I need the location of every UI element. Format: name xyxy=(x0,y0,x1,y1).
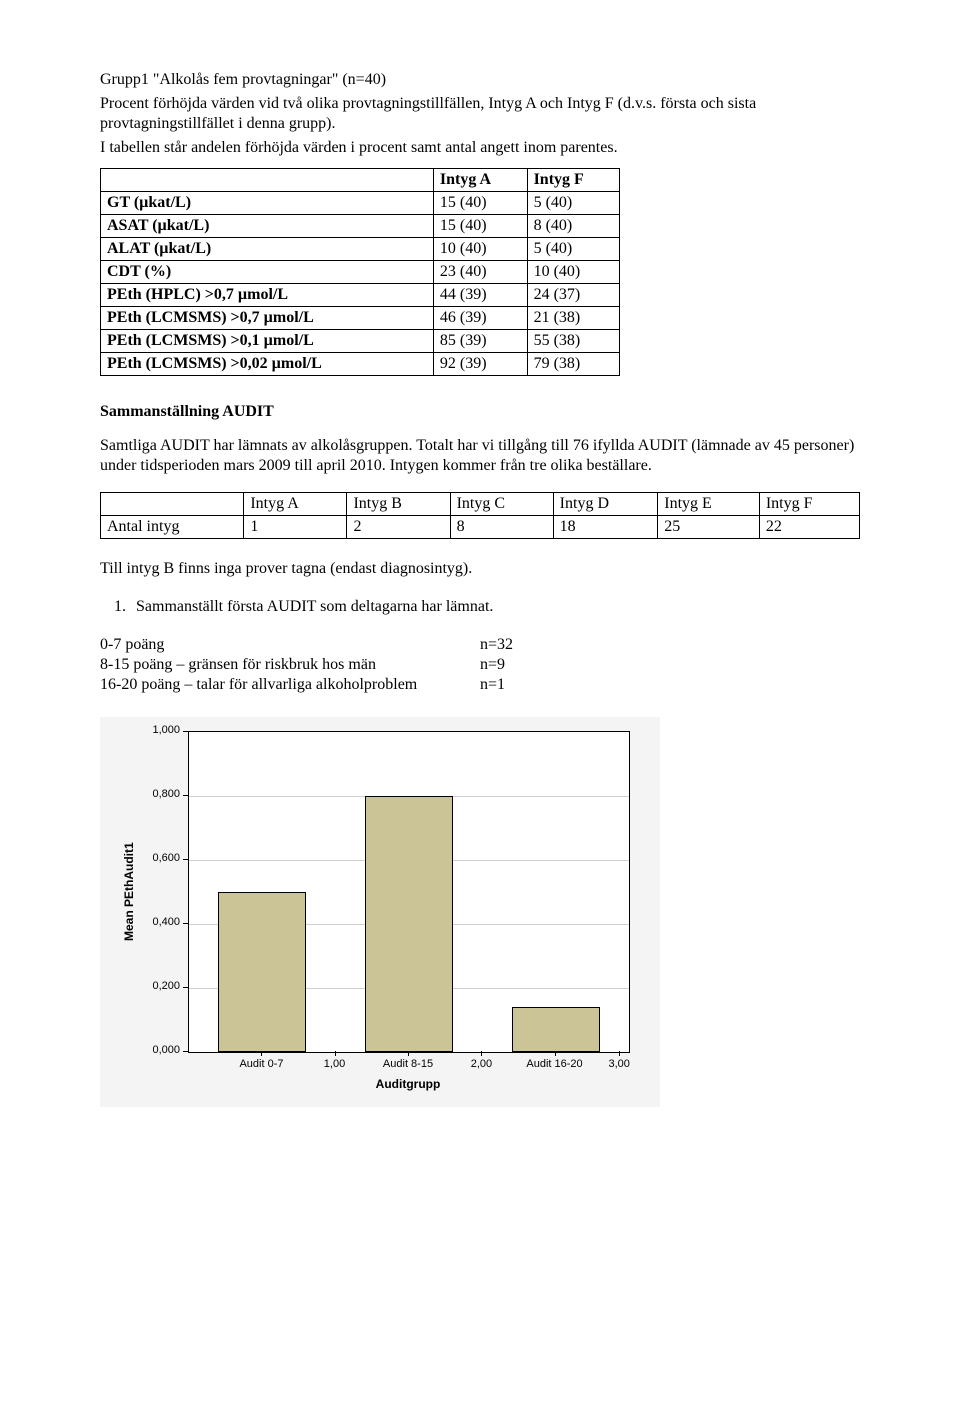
audit-heading: Sammanställning AUDIT xyxy=(100,402,860,422)
x-tick-label: 1,00 xyxy=(324,1058,345,1072)
plot-area xyxy=(188,731,630,1053)
cell: 5 (40) xyxy=(527,238,619,261)
intro-line-2: Procent förhöjda värden vid två olika pr… xyxy=(100,94,860,134)
cell: 22 xyxy=(759,516,859,539)
table-row: CDT (%)23 (40)10 (40) xyxy=(101,261,620,284)
score-count: n=32 xyxy=(480,635,513,655)
col-header: Intyg A xyxy=(244,493,347,516)
cell: 21 (38) xyxy=(527,307,619,330)
row-label: PEth (LCMSMS) >0,7 µmol/L xyxy=(101,307,434,330)
col-header: Intyg D xyxy=(553,493,658,516)
table-row: Intyg A Intyg B Intyg C Intyg D Intyg E … xyxy=(101,493,860,516)
intro-line-3: I tabellen står andelen förhöjda värden … xyxy=(100,138,860,158)
row-label: PEth (LCMSMS) >0,1 µmol/L xyxy=(101,330,434,353)
cell: 46 (39) xyxy=(433,307,527,330)
table-intyg-counts: Intyg A Intyg B Intyg C Intyg D Intyg E … xyxy=(100,492,860,539)
table-row: Intyg A Intyg F xyxy=(101,169,620,192)
bar-chart: 0,000 0,200 0,400 0,600 0,800 1,000 Audit 0-7 1… xyxy=(100,717,660,1107)
cell: 23 (40) xyxy=(433,261,527,284)
cell: 15 (40) xyxy=(433,192,527,215)
col-header-intyg-f: Intyg F xyxy=(527,169,619,192)
table-row: ASAT (µkat/L)15 (40)8 (40) xyxy=(101,215,620,238)
table-row: PEth (HPLC) >0,7 µmol/L44 (39)24 (37) xyxy=(101,284,620,307)
table-row: PEth (LCMSMS) >0,7 µmol/L46 (39)21 (38) xyxy=(101,307,620,330)
cell: 92 (39) xyxy=(433,353,527,376)
numbered-list: Sammanställt första AUDIT som deltagarna… xyxy=(130,597,860,617)
score-count: n=9 xyxy=(480,655,505,675)
table-row: ALAT (µkat/L)10 (40)5 (40) xyxy=(101,238,620,261)
cell: 10 (40) xyxy=(433,238,527,261)
score-row: 16-20 poäng – talar för allvarliga alkoh… xyxy=(100,675,860,695)
cell: 18 xyxy=(553,516,658,539)
cell: 24 (37) xyxy=(527,284,619,307)
cell: 55 (38) xyxy=(527,330,619,353)
cell: 85 (39) xyxy=(433,330,527,353)
row-label: ALAT (µkat/L) xyxy=(101,238,434,261)
row-label: PEth (HPLC) >0,7 µmol/L xyxy=(101,284,434,307)
bar xyxy=(365,796,453,1052)
col-header: Intyg E xyxy=(658,493,760,516)
cell: 79 (38) xyxy=(527,353,619,376)
col-header-intyg-a: Intyg A xyxy=(433,169,527,192)
y-tick-label: 0,400 xyxy=(146,916,180,930)
row-label: CDT (%) xyxy=(101,261,434,284)
cell: 25 xyxy=(658,516,760,539)
table-row: Antal intyg 1 2 8 18 25 22 xyxy=(101,516,860,539)
x-tick-label: 3,00 xyxy=(608,1058,629,1072)
x-axis-title: Auditgrupp xyxy=(188,1077,628,1092)
col-header-empty xyxy=(101,169,434,192)
cell: 5 (40) xyxy=(527,192,619,215)
cell: 15 (40) xyxy=(433,215,527,238)
audit-paragraph: Samtliga AUDIT har lämnats av alkolåsgru… xyxy=(100,436,860,476)
y-tick-label: 1,000 xyxy=(146,724,180,738)
row-label: PEth (LCMSMS) >0,02 µmol/L xyxy=(101,353,434,376)
score-label: 0-7 poäng xyxy=(100,635,480,655)
table-row: PEth (LCMSMS) >0,02 µmol/L92 (39)79 (38) xyxy=(101,353,620,376)
y-axis-title: Mean PEthAudit1 xyxy=(122,842,137,941)
x-tick-label: Audit 8-15 xyxy=(383,1058,433,1072)
cell: 10 (40) xyxy=(527,261,619,284)
cell: 8 xyxy=(450,516,553,539)
row-label: GT (µkat/L) xyxy=(101,192,434,215)
bar xyxy=(512,1007,600,1052)
x-tick-label: 2,00 xyxy=(471,1058,492,1072)
score-row: 0-7 poäng n=32 xyxy=(100,635,860,655)
table-row: GT (µkat/L)15 (40)5 (40) xyxy=(101,192,620,215)
table-biomarkers: Intyg A Intyg F GT (µkat/L)15 (40)5 (40)… xyxy=(100,168,620,376)
cell: 2 xyxy=(347,516,450,539)
cell: 44 (39) xyxy=(433,284,527,307)
bar xyxy=(218,892,306,1052)
cell: 8 (40) xyxy=(527,215,619,238)
note-after-table2: Till intyg B finns inga prover tagna (en… xyxy=(100,559,860,579)
x-tick-label: Audit 0-7 xyxy=(239,1058,283,1072)
col-header-empty xyxy=(101,493,244,516)
row-label: Antal intyg xyxy=(101,516,244,539)
score-label: 16-20 poäng – talar för allvarliga alkoh… xyxy=(100,675,480,695)
x-tick-label: Audit 16-20 xyxy=(526,1058,582,1072)
list-item: Sammanställt första AUDIT som deltagarna… xyxy=(130,597,860,617)
score-row: 8-15 poäng – gränsen för riskbruk hos mä… xyxy=(100,655,860,675)
col-header: Intyg F xyxy=(759,493,859,516)
col-header: Intyg C xyxy=(450,493,553,516)
table-row: PEth (LCMSMS) >0,1 µmol/L85 (39)55 (38) xyxy=(101,330,620,353)
y-tick-label: 0,800 xyxy=(146,788,180,802)
intro-line-1: Grupp1 "Alkolås fem provtagningar" (n=40… xyxy=(100,70,860,90)
col-header: Intyg B xyxy=(347,493,450,516)
score-count: n=1 xyxy=(480,675,505,695)
score-label: 8-15 poäng – gränsen för riskbruk hos mä… xyxy=(100,655,480,675)
cell: 1 xyxy=(244,516,347,539)
intro-block: Grupp1 "Alkolås fem provtagningar" (n=40… xyxy=(100,70,860,158)
y-tick-label: 0,200 xyxy=(146,980,180,994)
score-summary: 0-7 poäng n=32 8-15 poäng – gränsen för … xyxy=(100,635,860,695)
y-tick-label: 0,600 xyxy=(146,852,180,866)
row-label: ASAT (µkat/L) xyxy=(101,215,434,238)
y-tick-label: 0,000 xyxy=(146,1044,180,1058)
